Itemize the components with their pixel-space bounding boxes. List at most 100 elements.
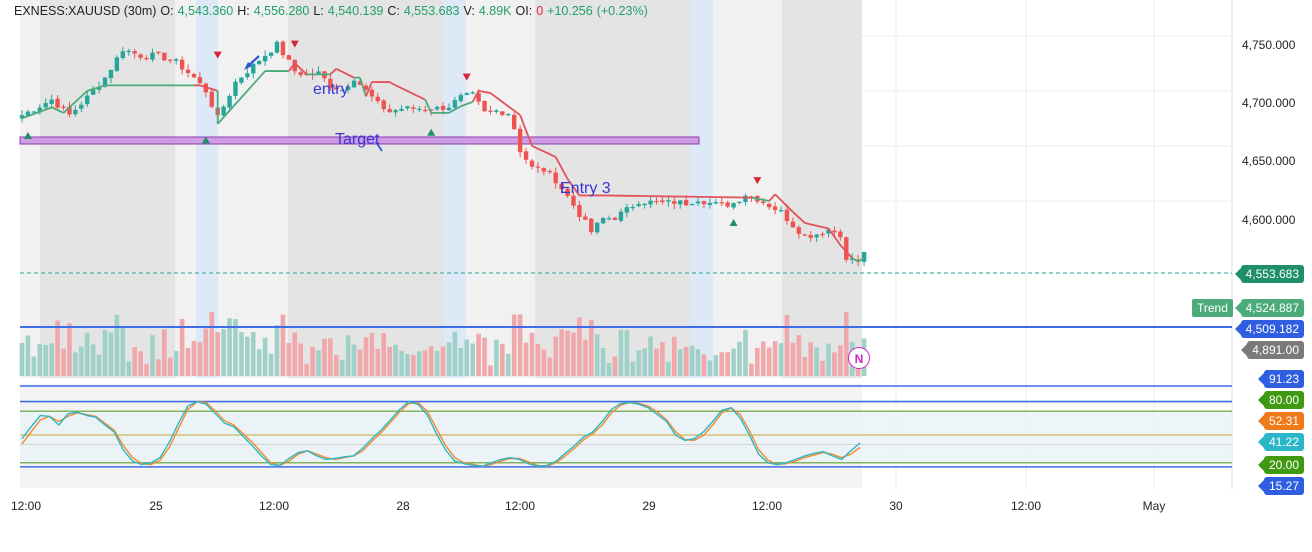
- candle-body: [316, 71, 321, 75]
- trend-segment: [365, 81, 373, 97]
- low-value: 4,540.139: [327, 4, 384, 18]
- stochastic-oscillator: [20, 385, 1232, 468]
- price-tick: 4,750.000: [1242, 38, 1296, 52]
- time-label: 12:00: [258, 499, 290, 513]
- candle-body: [761, 201, 766, 203]
- candle-body: [559, 183, 564, 190]
- candle-body: [577, 205, 582, 217]
- volume-bar: [298, 343, 304, 376]
- volume-bar: [37, 344, 43, 376]
- candle-body: [500, 111, 505, 115]
- candle-body: [102, 77, 108, 87]
- ohlc-header: EXNESS:XAUUSD (30m) O: 4,543.360 H: 4,55…: [14, 4, 648, 18]
- candle-body: [405, 106, 410, 109]
- close-value: 4,553.683: [403, 4, 460, 18]
- candle-body: [595, 222, 600, 233]
- volume-bar: [612, 356, 618, 376]
- trend-segment: [62, 90, 88, 114]
- volume-bar: [280, 314, 286, 376]
- candle-body: [43, 103, 48, 108]
- time-label: 30: [889, 499, 903, 513]
- osc-tag-20: 20.00: [1257, 456, 1304, 474]
- volume-bar: [760, 341, 766, 376]
- trend-label: Trend: [1192, 299, 1233, 317]
- candle-body: [411, 107, 416, 109]
- volume-bar: [583, 339, 588, 376]
- trend-segment: [246, 70, 266, 92]
- candle-body: [861, 251, 867, 262]
- time-label: 12:00: [1010, 499, 1042, 513]
- volume-bar: [446, 342, 452, 376]
- osc-tag-15: 15.27: [1257, 477, 1304, 495]
- volume-bar: [766, 347, 772, 376]
- change-percent: (+0.23%): [596, 4, 648, 18]
- candle-body: [440, 105, 446, 110]
- news-badge[interactable]: N: [848, 347, 870, 369]
- volume-bar: [832, 352, 837, 376]
- volume-bar: [162, 329, 167, 376]
- volume-bar: [215, 331, 220, 376]
- volume-bar: [464, 339, 470, 376]
- volume-bar: [405, 354, 410, 376]
- candle-body: [494, 110, 499, 112]
- volume-bar: [588, 319, 594, 376]
- candle-body: [683, 200, 689, 206]
- symbol-label[interactable]: EXNESS:XAUUSD (30m): [14, 4, 157, 18]
- candle-body: [666, 200, 671, 202]
- volume-bar: [25, 335, 31, 376]
- trend-segment: [51, 106, 64, 114]
- volume-bar: [179, 318, 185, 376]
- candle-body: [434, 106, 440, 110]
- candle-body: [725, 202, 730, 207]
- candle-body: [660, 200, 665, 203]
- buy-signal-marker: [427, 128, 436, 136]
- candle-body: [606, 218, 612, 220]
- candle-body: [191, 73, 197, 78]
- entry3-annotation[interactable]: Entry 3: [560, 180, 611, 197]
- buy-signal-marker: [23, 131, 32, 139]
- volume-bar: [713, 355, 719, 376]
- volume-bar: [719, 352, 725, 376]
- volume-bar: [233, 319, 238, 376]
- trend-segment: [501, 101, 521, 116]
- volume-bar: [79, 346, 84, 376]
- target-annotation[interactable]: Target: [335, 131, 380, 148]
- candle-body: [120, 51, 126, 59]
- time-label: 12:00: [751, 499, 783, 513]
- high-value: 4,556.280: [253, 4, 310, 18]
- sell-signal-marker: [753, 177, 762, 185]
- volume-bar: [286, 342, 292, 376]
- candle-body: [695, 201, 701, 204]
- candle-body: [458, 95, 464, 102]
- entry-annotation[interactable]: entry: [313, 81, 349, 98]
- volume-bar: [547, 357, 553, 376]
- candle-body: [802, 234, 807, 236]
- candle-body: [523, 151, 529, 160]
- trend-segment: [603, 194, 752, 199]
- candle-body: [707, 202, 713, 205]
- candle-body: [357, 81, 363, 85]
- candle-body: [713, 202, 719, 204]
- candle-body: [328, 78, 333, 88]
- volume-bar: [755, 347, 760, 376]
- candle-body: [464, 93, 469, 96]
- osc-tag-80: 80.00: [1257, 391, 1304, 409]
- candle-body: [233, 81, 238, 96]
- volume-bars: [19, 311, 867, 376]
- candle-body: [381, 100, 386, 110]
- price-tick: 4,600.000: [1242, 213, 1296, 227]
- candle-body: [784, 209, 790, 221]
- trend-segment: [489, 92, 503, 103]
- volume-bar: [517, 314, 523, 376]
- trend-segment: [21, 106, 52, 120]
- osc-tag-91: 91.23: [1257, 370, 1304, 388]
- volume-bar: [500, 343, 505, 376]
- candle-body: [375, 96, 380, 102]
- candle-body: [678, 200, 683, 205]
- volume-bar: [167, 357, 173, 376]
- volume-bar: [434, 350, 440, 376]
- target-zone[interactable]: [19, 136, 700, 145]
- candle-body: [363, 85, 369, 90]
- candle-body: [209, 91, 214, 107]
